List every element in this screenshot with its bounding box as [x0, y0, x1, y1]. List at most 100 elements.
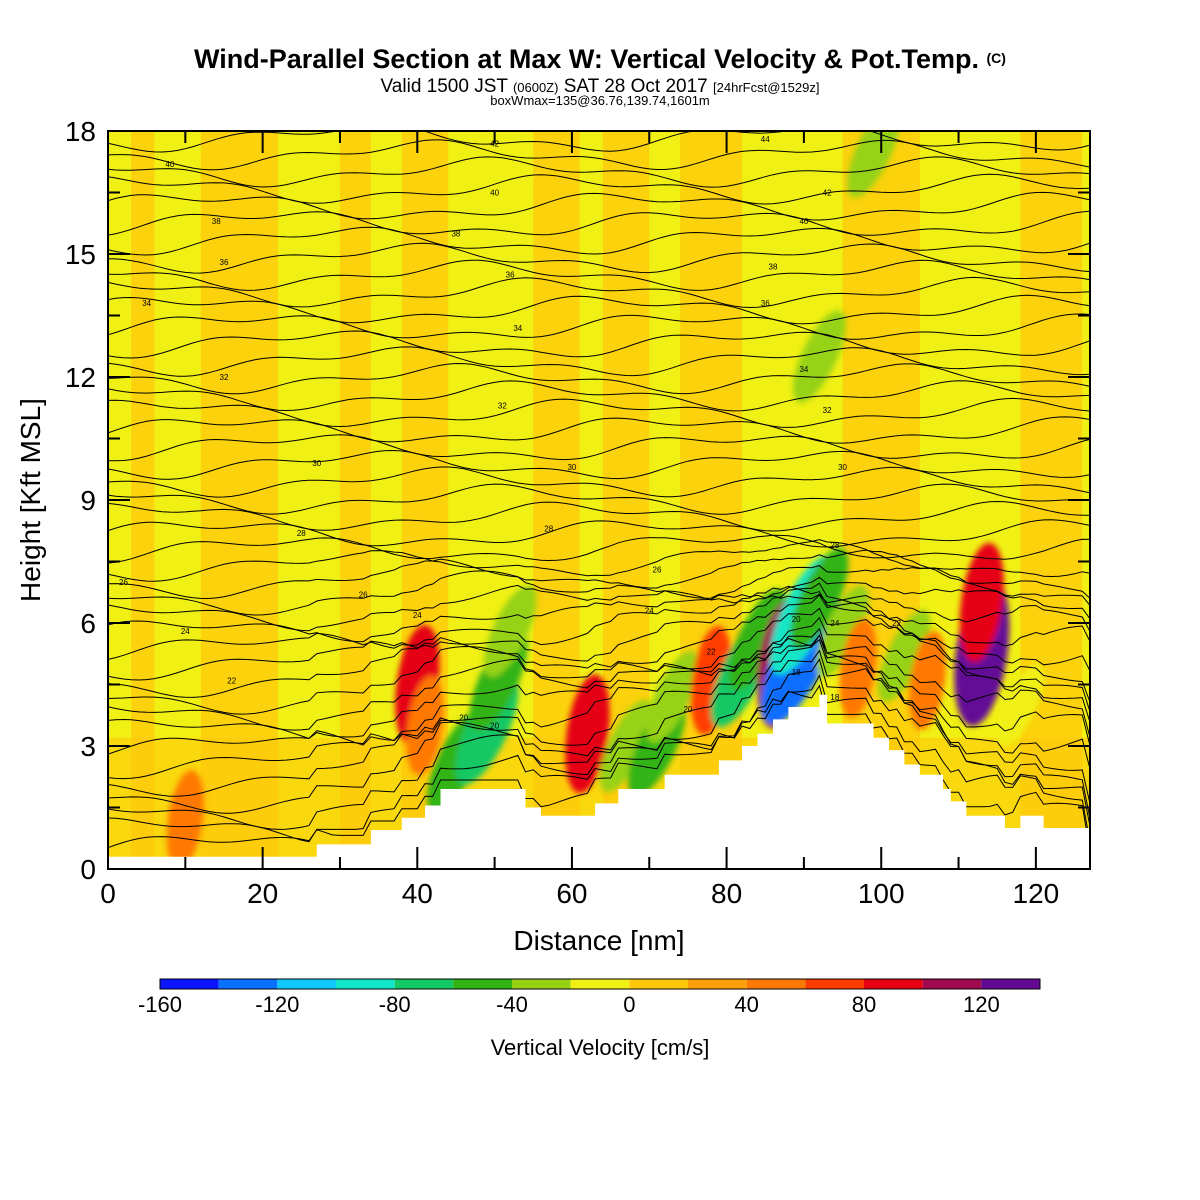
colorbar-tick-label: 80 [852, 992, 876, 1017]
colorbar-label: Vertical Velocity [cm/s] [490, 1035, 710, 1060]
isentrope-line [108, 276, 1090, 309]
colorbar-swatch [805, 979, 864, 989]
isentrope-label: 36 [220, 258, 229, 267]
isentrope-line [108, 362, 1090, 395]
x-axis-label: Distance [nm] [513, 925, 684, 956]
isentrope-line [108, 346, 1090, 377]
isentrope-label: 32 [823, 406, 832, 415]
chart-subtitle: Valid 1500 JST (0600Z) SAT 28 Oct 2017 [… [0, 76, 1200, 98]
velocity-cell [166, 770, 204, 869]
isentrope-line [108, 539, 1090, 582]
x-tick-label: 100 [858, 878, 905, 909]
velocity-cell [847, 131, 900, 198]
isentrope-label: 20 [459, 713, 468, 722]
isentrope-label: 22 [227, 676, 236, 685]
isentrope-label: 38 [212, 217, 221, 226]
isentrope-label: 20 [683, 705, 692, 714]
isentrope-line [108, 684, 1090, 852]
subtitle-date: SAT 28 Oct 2017 [563, 76, 708, 97]
velocity-cell [839, 618, 877, 718]
isentrope-label: 42 [490, 139, 499, 148]
isentrope-label: 36 [506, 271, 515, 280]
isentrope-line [108, 466, 1090, 498]
box-wmax-line: boxWmax=135@36.76,139.74,1601m [490, 93, 710, 108]
isentrope-line [108, 549, 1090, 600]
y-tick-label: 15 [65, 239, 96, 270]
isentrope-line [108, 634, 1090, 740]
subtitle-utc: (0600Z) [512, 80, 559, 95]
isentrope-line [108, 226, 1090, 256]
isentrope-line [108, 534, 1090, 564]
isentrope-label: 22 [892, 619, 901, 628]
y-tick-label: 0 [80, 854, 96, 885]
isentrope-line [108, 627, 1090, 780]
isentrope-label: 24 [645, 607, 654, 616]
isentrope-label: 18 [830, 693, 839, 702]
colorbar-swatch [688, 979, 747, 989]
colorbar-swatch [570, 979, 630, 989]
y-tick-label: 3 [80, 731, 96, 762]
velocity-cell [599, 700, 653, 792]
isentrope-line [108, 637, 1090, 755]
isentrope-line [108, 576, 1090, 632]
isentrope-line [108, 594, 1090, 703]
isentrope-label: 24 [413, 611, 422, 620]
isentrope-label: 36 [761, 299, 770, 308]
isentrope-label: 38 [451, 230, 460, 239]
y-tick-label: 9 [80, 485, 96, 516]
isentrope-line [108, 434, 1090, 462]
isentrope-line [108, 483, 1090, 515]
chart-title-text: Wind-Parallel Section at Max W: Vertical… [194, 44, 979, 74]
velocity-cell [728, 588, 787, 690]
colorbar-swatch [218, 979, 278, 989]
colorbar-swatch [394, 979, 454, 989]
isentrope-label: 26 [119, 578, 128, 587]
isentrope-label: 30 [567, 463, 576, 472]
velocity-cell [996, 663, 1045, 747]
velocity-cell [790, 547, 849, 649]
x-tick-label: 0 [100, 878, 116, 909]
isentrope-line [108, 210, 1090, 236]
velocity-cell [565, 674, 610, 794]
isentrope-label: 40 [799, 217, 808, 226]
isentrope-line [108, 416, 1090, 444]
isentrope-label: 20 [490, 722, 499, 731]
terrain [108, 694, 1090, 869]
chart-title: Wind-Parallel Section at Max W: Vertical… [0, 44, 1200, 75]
colorbar-tick-label: -120 [255, 992, 299, 1017]
colorbar-tick-label: 120 [963, 992, 1000, 1017]
isentrope-label: 28 [544, 525, 553, 534]
isentrope-label: 44 [761, 135, 770, 144]
x-tick-label: 60 [556, 878, 587, 909]
x-tick-label: 20 [247, 878, 278, 909]
x-tick-label: 120 [1013, 878, 1060, 909]
isentrope-line [108, 658, 1090, 830]
velocity-cell [793, 310, 846, 403]
subtitle-forecast: [24hrFcst@1529z] [713, 80, 820, 95]
isentrope-line [108, 519, 1090, 548]
isentrope-line [108, 500, 1090, 532]
colorbar-swatch [160, 979, 219, 989]
isentrope-line [108, 259, 1090, 291]
y-tick-label: 12 [65, 362, 96, 393]
isentrope-line [108, 242, 1090, 274]
isentrope-label: 24 [830, 619, 839, 628]
colorbar-frame [159, 978, 1041, 990]
isentrope-label: 20 [792, 615, 801, 624]
colorbar-tick-label: -40 [496, 992, 528, 1017]
isentrope-label: 24 [181, 627, 190, 636]
isentrope-line [108, 131, 1090, 153]
isentrope-labels: 40 42 44 40 42 38 38 40 36 36 38 34 34 36 32 32 34 32 30 30… [119, 135, 902, 730]
isentrope-label: 18 [792, 668, 801, 677]
isentrope-line [108, 173, 1090, 205]
isentrope-line [108, 191, 1090, 221]
isentrope-label: 32 [498, 402, 507, 411]
plot-area: 40 42 44 40 42 38 38 40 36 36 38 34 34 36 32 32 34 32 30 30… [108, 131, 1090, 869]
velocity-cell [646, 650, 699, 743]
isentrope-label: 40 [490, 189, 499, 198]
colorbar-swatch [981, 979, 1040, 989]
isentrope-line [108, 397, 1090, 428]
x-tick-label: 80 [711, 878, 742, 909]
light-updraft-band [131, 131, 155, 869]
isentrope-label: 30 [312, 459, 321, 468]
